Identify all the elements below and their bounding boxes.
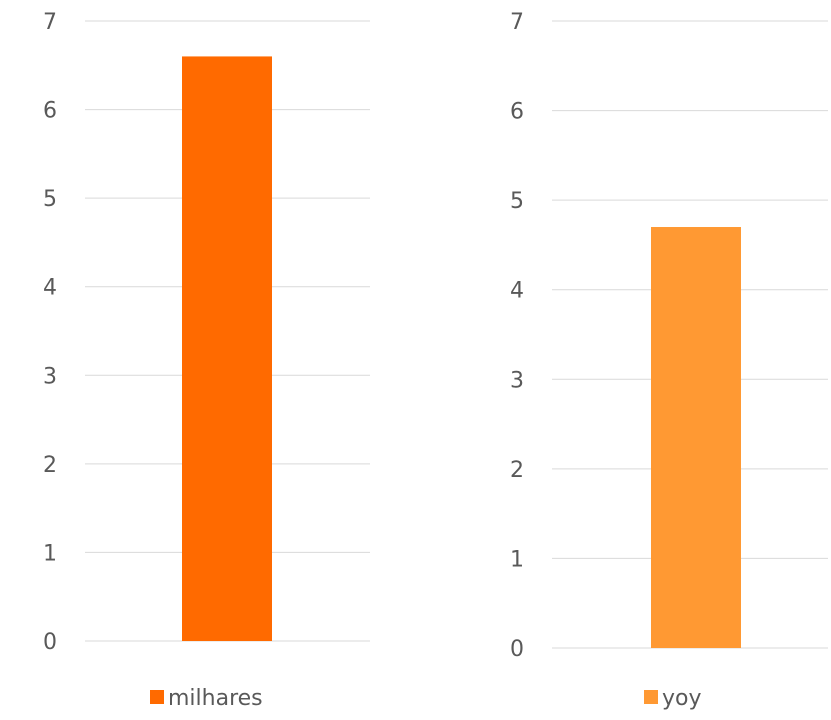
y-tick-label: 3	[43, 364, 57, 389]
y-tick-label: 6	[510, 100, 524, 125]
chart-milhares: 0 1 2 3 4 5 6 7 milhares	[43, 10, 370, 711]
y-tick-label: 6	[43, 99, 57, 124]
y-tick-label: 0	[43, 630, 57, 655]
y-tick-label: 1	[510, 547, 524, 572]
y-tick-label: 3	[510, 368, 524, 393]
y-tick-label: 4	[510, 279, 524, 304]
y-tick-label: 1	[43, 541, 57, 566]
legend-swatch	[644, 690, 658, 704]
y-tick-label: 2	[43, 453, 57, 478]
y-tick-label: 5	[510, 189, 524, 214]
y-tick-label: 0	[510, 637, 524, 662]
bar-milhares	[182, 56, 272, 641]
chart-yoy: 0 1 2 3 4 5 6 7 yoy	[510, 10, 828, 711]
y-tick-label: 4	[43, 276, 57, 301]
y-tick-label: 7	[43, 10, 57, 35]
y-tick-label: 7	[510, 10, 524, 35]
legend-swatch	[150, 690, 164, 704]
y-tick-label: 2	[510, 458, 524, 483]
y-tick-label: 5	[43, 187, 57, 212]
legend-label: yoy	[662, 686, 702, 711]
bar-yoy	[651, 227, 741, 648]
legend-label: milhares	[168, 686, 263, 711]
